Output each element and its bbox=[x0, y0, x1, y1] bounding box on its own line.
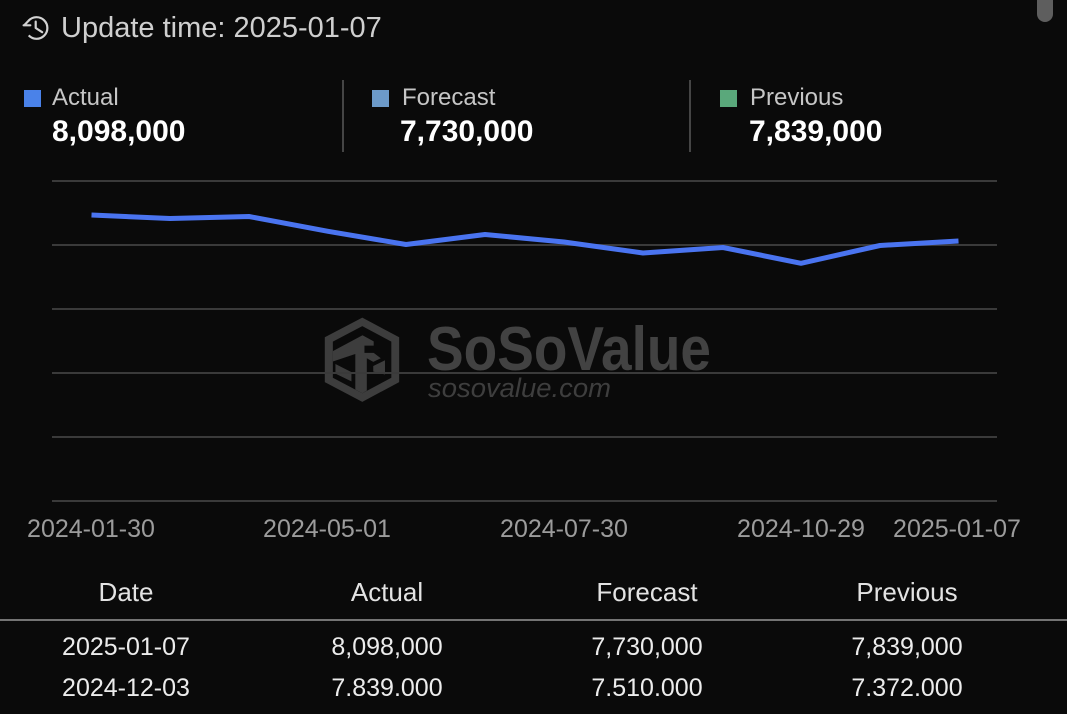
svg-text:sosovalue.com: sosovalue.com bbox=[428, 373, 611, 403]
